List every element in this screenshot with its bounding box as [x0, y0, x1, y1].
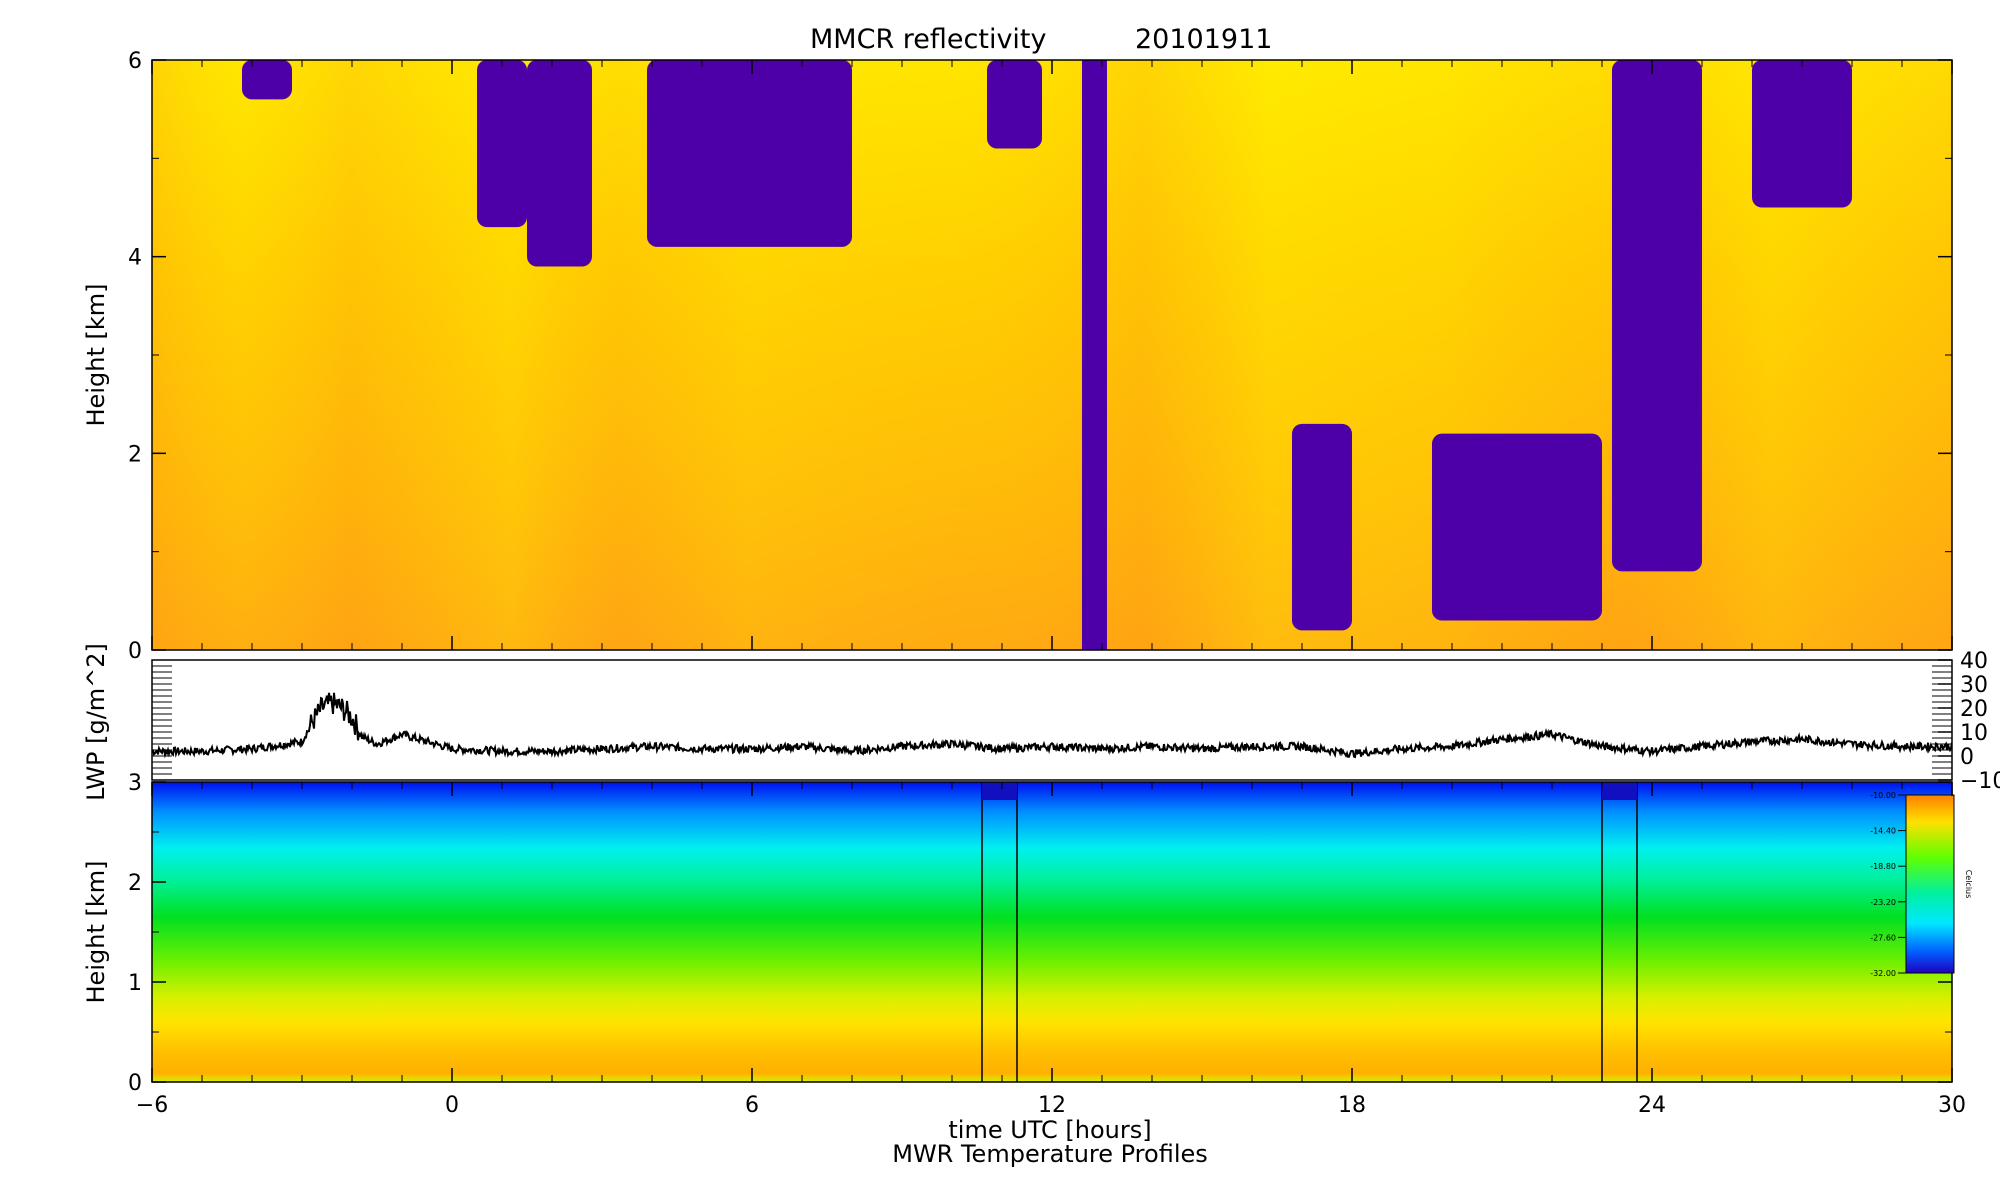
- lwp-ylabel: LWP [g/m^2]: [82, 643, 110, 801]
- x-tick-label: −6: [136, 1093, 168, 1118]
- no-echo-region: [647, 60, 852, 247]
- reflectivity-y-ticks: 0 2 4 6: [128, 49, 1952, 664]
- temperature-colorbar: -10.00 -14.40 -18.80 -23.20 -27.60 -32.00 Cel…: [1870, 791, 1973, 978]
- y-tick-label: 40: [1960, 649, 1988, 674]
- x-tick-label: 6: [745, 1093, 759, 1118]
- temperature-panel: 0 1 2 3 Height [km] -10.00 -14.40 -18.80 -23.2…: [82, 771, 1973, 1096]
- y-tick-label: 3: [128, 771, 142, 796]
- x-tick-label: 12: [1038, 1093, 1066, 1118]
- x-axis-ticks: −6 0 6 12 18 24 30: [136, 60, 1966, 1118]
- no-echo-region: [242, 60, 292, 100]
- colorbar-tick-label: -32.00: [1870, 969, 1896, 978]
- y-tick-label: 0: [1960, 745, 1974, 770]
- colorbar-gradient: [1905, 794, 1955, 974]
- x-axis-label: time UTC [hours]: [948, 1116, 1151, 1144]
- y-tick-label: −10: [1960, 769, 2000, 794]
- temperature-background: [152, 782, 1952, 1082]
- y-tick-label: 20: [1960, 697, 1988, 722]
- colorbar-ticks: -10.00 -14.40 -18.80 -23.20 -27.60 -32.00: [1870, 791, 1906, 978]
- title: MMCR reflectivity: [810, 24, 1047, 55]
- temperature-vertical-lines: [981, 782, 1638, 1082]
- no-echo-region: [987, 60, 1042, 149]
- footer-text: MWR Temperature Profiles: [892, 1140, 1208, 1168]
- x-tick-label: 30: [1938, 1093, 1966, 1118]
- no-echo-regions: [242, 60, 1852, 650]
- y-tick-label: 6: [128, 49, 142, 74]
- no-echo-region: [1292, 423, 1352, 631]
- y-tick-label: 2: [128, 871, 142, 896]
- y-tick-label: 2: [128, 442, 142, 467]
- y-tick-label: 4: [128, 246, 142, 271]
- temperature-ylabel: Height [km]: [82, 861, 110, 1004]
- x-tick-label: 18: [1338, 1093, 1366, 1118]
- colorbar-tick-label: -23.20: [1870, 898, 1896, 907]
- no-echo-region: [1752, 60, 1852, 208]
- y-tick-label: 30: [1960, 673, 1988, 698]
- temperature-band: [1602, 782, 1637, 800]
- x-tick-label: 0: [445, 1093, 459, 1118]
- no-echo-region: [1082, 60, 1107, 650]
- reflectivity-ylabel: Height [km]: [82, 284, 110, 427]
- y-tick-label: 10: [1960, 721, 1988, 746]
- lwp-line: [152, 692, 1952, 759]
- colorbar-tick-label: -18.80: [1870, 862, 1896, 871]
- temperature-y-ticks: 0 1 2 3: [128, 771, 1952, 1096]
- y-tick-label: 0: [128, 1071, 142, 1096]
- colorbar-tick-label: -14.40: [1870, 827, 1896, 836]
- colorbar-tick-label: -10.00: [1870, 791, 1896, 800]
- colorbar-tick-label: -27.60: [1870, 933, 1896, 942]
- x-tick-label: 24: [1638, 1093, 1666, 1118]
- no-echo-region: [1612, 60, 1702, 572]
- reflectivity-panel: 0 2 4 6 Height [km]: [82, 49, 1953, 664]
- no-echo-region: [1432, 433, 1602, 621]
- no-echo-region: [527, 60, 592, 267]
- chart-title: MMCR reflectivity 20101911: [810, 24, 1272, 55]
- y-tick-label: 1: [128, 971, 142, 996]
- no-echo-region: [477, 60, 527, 228]
- temperature-band: [982, 782, 1017, 800]
- lwp-frame: [151, 659, 1953, 781]
- y-tick-label: 0: [128, 639, 142, 664]
- colorbar-label: Celcius: [1964, 870, 1973, 899]
- title-date: 20101911: [1135, 24, 1272, 55]
